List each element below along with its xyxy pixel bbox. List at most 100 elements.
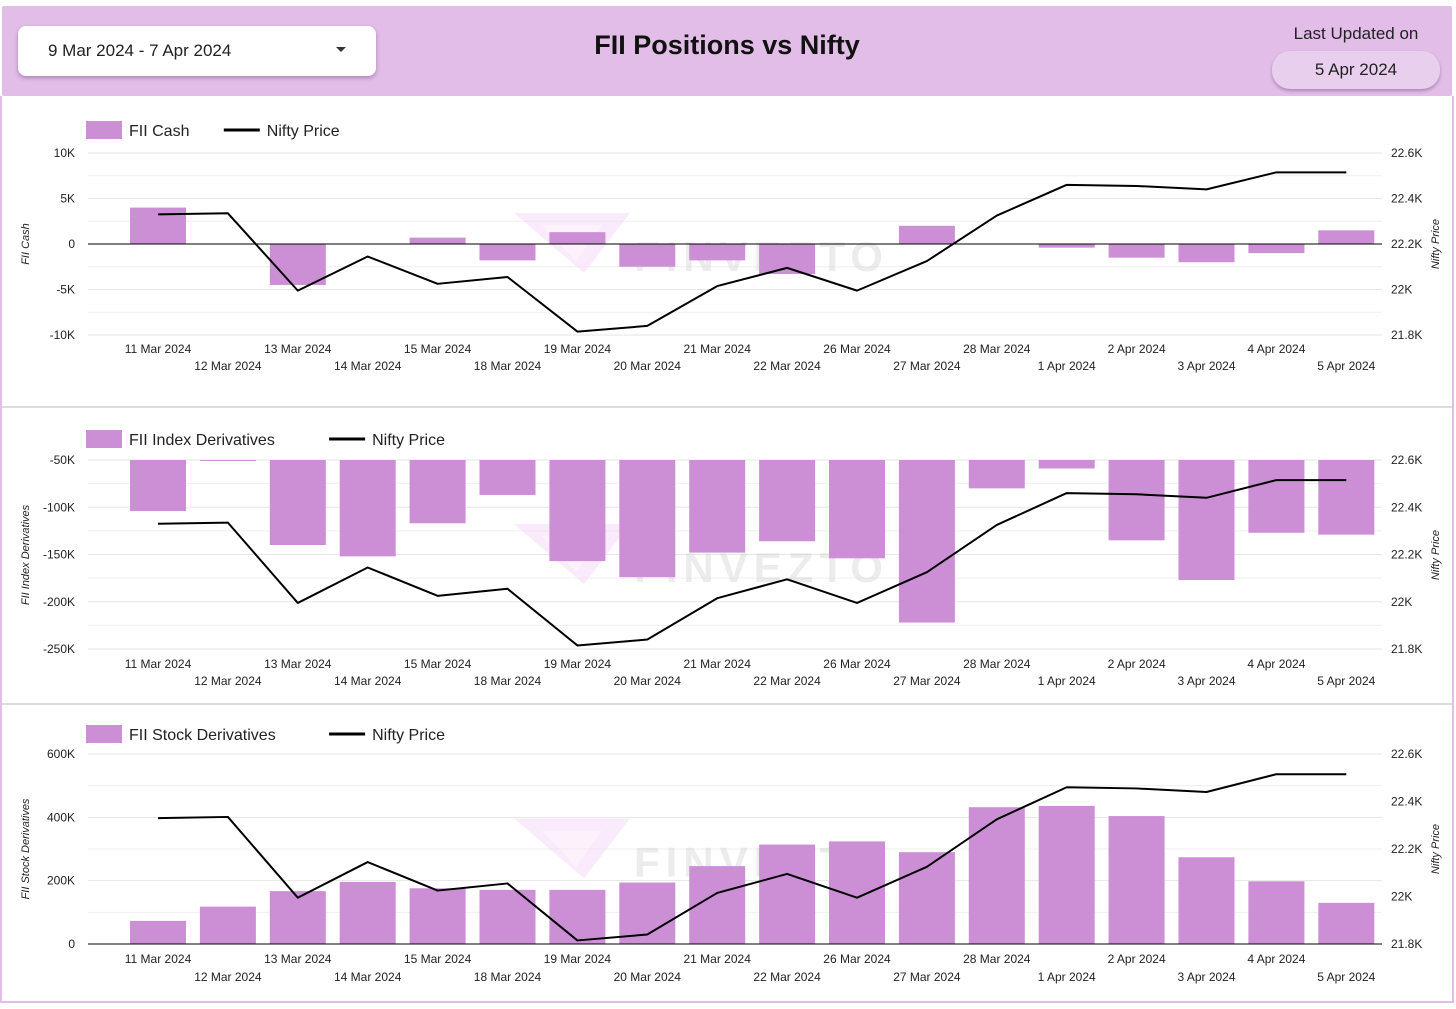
x-tick-label: 4 Apr 2024 <box>1247 342 1305 356</box>
y-axis-title: FII Stock Derivatives <box>20 798 32 899</box>
bar <box>339 460 396 557</box>
bar <box>898 225 955 244</box>
y-tick-label: -50K <box>50 453 75 467</box>
caret-down-icon[interactable] <box>336 47 346 52</box>
bar <box>409 888 466 944</box>
x-tick-label: 11 Mar 2024 <box>125 342 192 356</box>
bar <box>339 881 396 944</box>
x-tick-label: 12 Mar 2024 <box>194 674 262 688</box>
x-tick-label: 1 Apr 2024 <box>1038 359 1096 373</box>
x-tick-label: 13 Mar 2024 <box>264 952 332 966</box>
watermark-text: FINVEZTO <box>634 233 889 280</box>
bar <box>759 244 816 275</box>
y-tick-label: -150K <box>43 548 75 562</box>
x-tick-label: 19 Mar 2024 <box>544 342 612 356</box>
bar <box>1108 244 1165 258</box>
x-tick-label: 26 Mar 2024 <box>823 657 891 671</box>
y2-tick-label: 22K <box>1391 890 1412 904</box>
x-tick-label: 4 Apr 2024 <box>1247 952 1305 966</box>
fii-cash-chart: 10K 5K 0 -5K -10K 22.6K 22.4K 22.2K 22K 21.8K FINV… <box>2 97 1452 406</box>
legend-swatch-bar <box>86 121 122 139</box>
x-tick-label: 21 Mar 2024 <box>684 657 752 671</box>
bar <box>269 460 326 546</box>
y2-tick-label: 22.2K <box>1391 548 1422 562</box>
bar <box>199 460 256 461</box>
bar <box>1318 902 1375 944</box>
x-tick-label: 27 Mar 2024 <box>893 359 961 373</box>
x-tick-label: 20 Mar 2024 <box>614 970 682 984</box>
y-tick-label: -5K <box>56 283 75 297</box>
header-bar: 9 Mar 2024 - 7 Apr 2024 FII Positions vs… <box>2 6 1452 96</box>
page-title: FII Positions vs Nifty <box>594 30 860 60</box>
y2-tick-label: 22.2K <box>1391 842 1422 856</box>
y2-tick-label: 22.6K <box>1391 146 1422 160</box>
bar <box>829 841 885 944</box>
watermark-logo-icon <box>542 830 602 867</box>
y-tick-label: -10K <box>50 328 75 342</box>
x-tick-label: 15 Mar 2024 <box>404 952 472 966</box>
bar <box>898 460 955 623</box>
frame-border-left <box>0 96 2 1002</box>
y-tick-label: -100K <box>43 500 75 514</box>
nifty-price-line <box>157 773 1347 942</box>
x-tick-label: 5 Apr 2024 <box>1317 359 1375 373</box>
y2-tick-label: 22K <box>1391 283 1412 297</box>
x-tick-label: 2 Apr 2024 <box>1108 657 1166 671</box>
legend-label-bar: FII Stock Derivatives <box>129 727 276 744</box>
bar <box>1038 244 1095 248</box>
date-range-value: 9 Mar 2024 - 7 Apr 2024 <box>48 41 232 60</box>
legend-swatch-bar <box>86 725 122 743</box>
y-tick-label: 600K <box>47 747 75 761</box>
y-tick-label: 0 <box>68 937 75 951</box>
bar <box>199 906 256 944</box>
legend-label-line: Nifty Price <box>372 432 445 449</box>
bar <box>968 807 1025 944</box>
fii-index-derivatives-chart-svg: -50K -100K -150K -200K -250K 22.6K 22.4K 22.2K 2… <box>20 430 1442 688</box>
bar <box>409 460 466 524</box>
bar <box>549 460 606 562</box>
x-tick-label: 13 Mar 2024 <box>264 342 332 356</box>
y2-axis-title: Nifty Price <box>1430 530 1442 580</box>
x-tick-label: 21 Mar 2024 <box>684 952 752 966</box>
fii-cash-chart-svg: 10K 5K 0 -5K -10K 22.6K 22.4K 22.2K 22K 21.8K FINV… <box>20 121 1442 373</box>
legend-label-line: Nifty Price <box>372 727 445 744</box>
fii-stock-derivatives-chart-svg: 600K400K200K022.6K22.4K22.2K22K21.8KFINV… <box>20 725 1442 984</box>
legend: FII Stock Derivatives Nifty Price <box>86 725 445 744</box>
y-tick-label: 10K <box>54 146 75 160</box>
x-tick-label: 15 Mar 2024 <box>404 657 472 671</box>
x-tick-label: 28 Mar 2024 <box>963 952 1031 966</box>
x-tick-label: 19 Mar 2024 <box>544 952 612 966</box>
y2-axis-title: Nifty Price <box>1430 219 1442 269</box>
nifty-price-line <box>157 171 1347 333</box>
x-tick-label: 12 Mar 2024 <box>194 359 262 373</box>
bar <box>759 460 816 542</box>
fii-stock-derivatives-chart: 600K400K200K022.6K22.4K22.2K22K21.8KFINV… <box>2 705 1452 1001</box>
panel-divider <box>2 703 1452 705</box>
y-tick-label: -250K <box>43 642 75 656</box>
y-tick-label: -200K <box>43 595 75 609</box>
bar <box>549 232 606 244</box>
legend-label-line: Nifty Price <box>267 123 340 140</box>
bar <box>1178 857 1235 944</box>
x-tick-label: 3 Apr 2024 <box>1177 674 1235 688</box>
bar <box>479 460 536 495</box>
date-range-picker[interactable]: 9 Mar 2024 - 7 Apr 2024 <box>18 26 376 76</box>
bar <box>1178 460 1235 581</box>
bar <box>619 460 676 578</box>
x-tick-label: 3 Apr 2024 <box>1177 970 1235 984</box>
x-tick-label: 22 Mar 2024 <box>753 359 821 373</box>
x-tick-label: 14 Mar 2024 <box>334 674 402 688</box>
bar <box>829 460 885 559</box>
bar <box>1248 460 1305 533</box>
x-tick-label: 18 Mar 2024 <box>474 674 542 688</box>
x-tick-label: 2 Apr 2024 <box>1108 342 1166 356</box>
x-tick-label: 3 Apr 2024 <box>1177 359 1235 373</box>
bar <box>479 244 536 261</box>
bar <box>269 891 326 944</box>
x-tick-label: 22 Mar 2024 <box>753 674 821 688</box>
bar <box>549 889 606 944</box>
y2-tick-label: 21.8K <box>1391 937 1422 951</box>
x-tick-label: 28 Mar 2024 <box>963 657 1031 671</box>
frame-border-right <box>1452 96 1454 1002</box>
bar <box>1248 881 1305 944</box>
